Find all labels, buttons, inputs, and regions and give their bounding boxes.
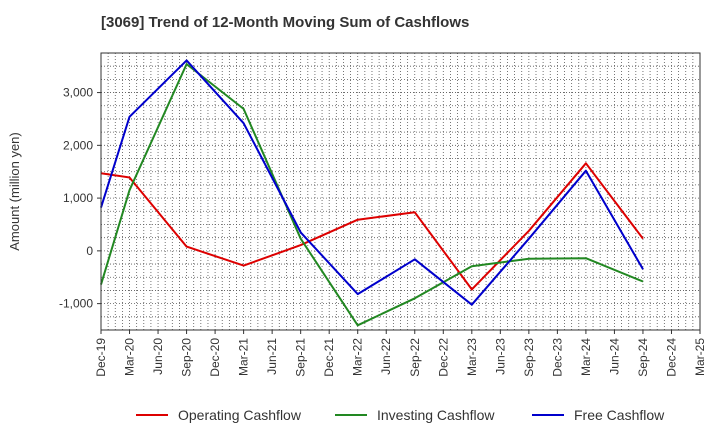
x-tick-label: Mar-22 bbox=[351, 338, 365, 376]
grid-lines bbox=[101, 53, 700, 330]
y-axis-label: Amount (million yen) bbox=[7, 132, 22, 251]
x-tick-label: Dec-23 bbox=[550, 338, 564, 377]
legend-label: Investing Cashflow bbox=[377, 407, 495, 423]
x-tick-label: Mar-24 bbox=[579, 338, 593, 376]
legend-label: Free Cashflow bbox=[574, 407, 665, 423]
x-tick-label: Jun-24 bbox=[607, 338, 621, 375]
x-tick-label: Sep-22 bbox=[408, 338, 422, 377]
chart-title: [3069] Trend of 12-Month Moving Sum of C… bbox=[101, 14, 470, 31]
x-tick-label: Sep-21 bbox=[294, 338, 308, 377]
x-tick-label: Jun-23 bbox=[493, 338, 507, 375]
series-line-investing-cashflow bbox=[100, 63, 644, 327]
x-tick-label: Dec-20 bbox=[208, 338, 222, 377]
x-tick-label: Jun-22 bbox=[379, 338, 393, 375]
x-tick-label: Mar-23 bbox=[465, 338, 479, 376]
x-tick-label: Jun-21 bbox=[265, 338, 279, 375]
y-tick-label: 2,000 bbox=[63, 138, 93, 152]
legend: Operating Cashflow Investing Cashflow Free… bbox=[136, 407, 665, 423]
x-tick-label: Sep-23 bbox=[522, 338, 536, 377]
x-tick-label: Dec-24 bbox=[664, 338, 678, 377]
x-tick-label: Dec-22 bbox=[436, 338, 450, 377]
y-tick-label: 0 bbox=[86, 244, 93, 258]
series-line-free-cashflow bbox=[100, 59, 644, 306]
legend-label: Operating Cashflow bbox=[178, 407, 302, 423]
series-line-operating-cashflow bbox=[100, 162, 644, 291]
x-tick-label: Sep-24 bbox=[636, 338, 650, 377]
y-tick-label: 1,000 bbox=[63, 191, 93, 205]
y-tick-label: -1,000 bbox=[59, 297, 93, 311]
x-tick-label: Jun-20 bbox=[151, 338, 165, 375]
plot-border bbox=[100, 52, 701, 331]
y-axis-ticks: -1,000 0 1,000 2,000 3,000 bbox=[59, 86, 101, 311]
x-tick-label: Sep-20 bbox=[180, 338, 194, 377]
x-tick-label: Dec-19 bbox=[94, 338, 108, 377]
x-axis-ticks: Dec-19 Mar-20 Jun-20 Sep-20 Dec-20 Mar-21 Jun-… bbox=[94, 330, 707, 377]
x-tick-label: Dec-21 bbox=[322, 338, 336, 377]
y-tick-label: 3,000 bbox=[63, 86, 93, 100]
x-tick-label: Mar-20 bbox=[123, 338, 137, 376]
x-tick-label: Mar-21 bbox=[237, 338, 251, 376]
series-lines bbox=[100, 59, 644, 327]
x-tick-label: Mar-25 bbox=[693, 338, 707, 376]
